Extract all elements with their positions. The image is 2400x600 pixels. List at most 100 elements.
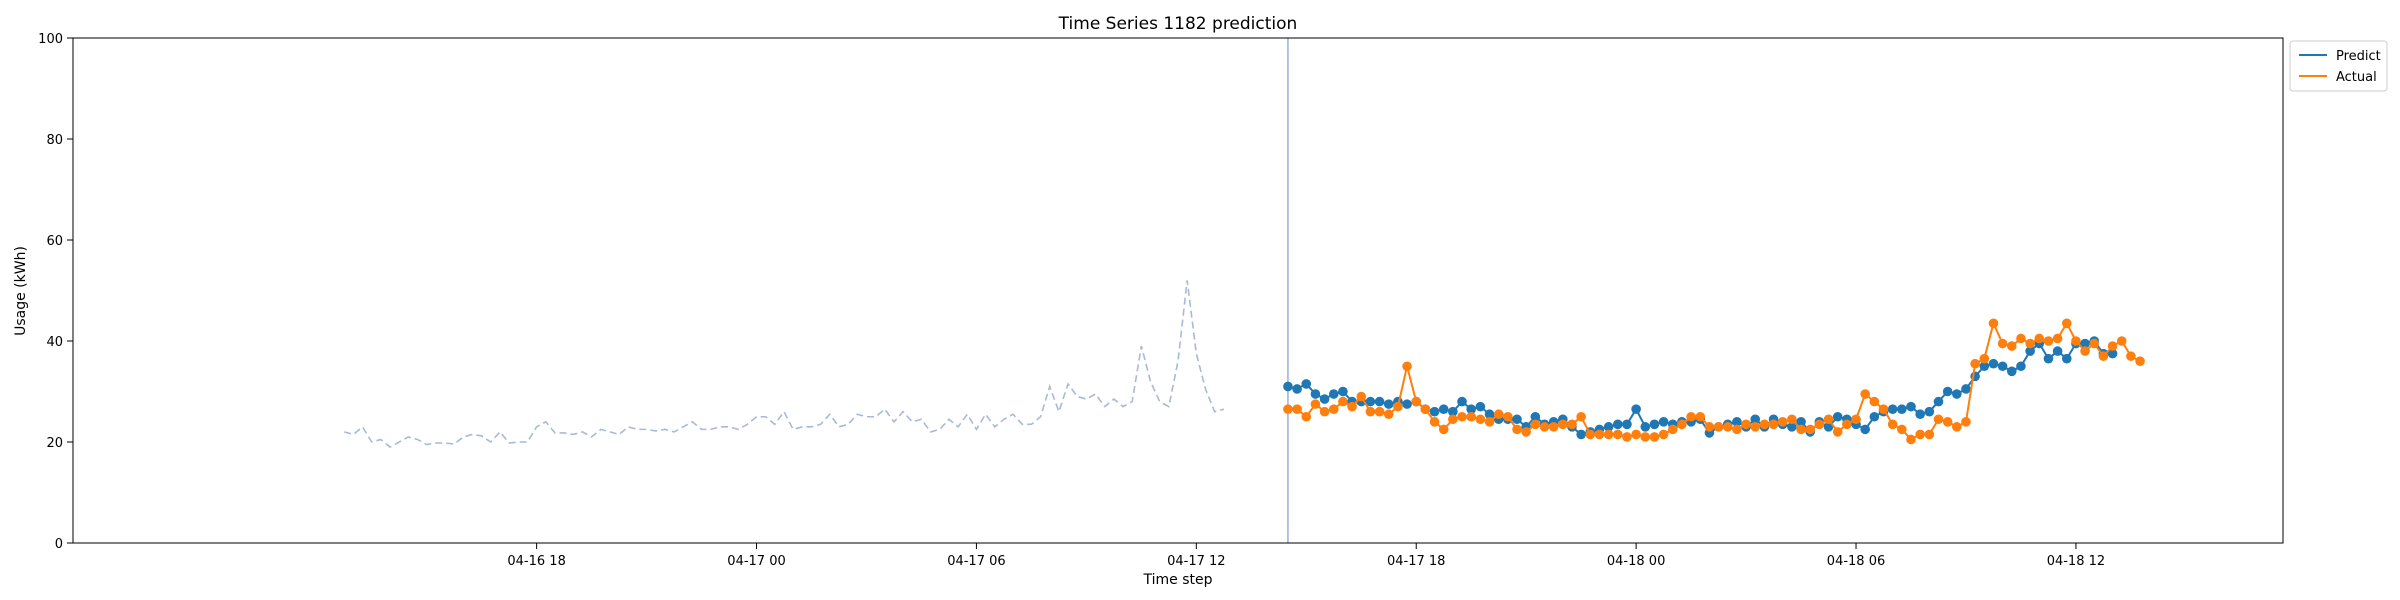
point-actual [1530, 419, 1541, 430]
point-actual [2071, 336, 2081, 346]
x-tick-label: 04-18 12 [2047, 554, 2105, 569]
point-actual [1402, 361, 1412, 372]
chart-title: Time Series 1182 prediction [1058, 14, 1298, 34]
point-actual [2135, 356, 2145, 367]
point-actual [1796, 424, 1806, 435]
point-predict [1484, 409, 1495, 420]
point-actual [1759, 419, 1770, 430]
point-actual [1567, 419, 1577, 430]
point-actual [1924, 429, 1935, 440]
point-predict [1338, 386, 1348, 397]
point-predict [1402, 399, 1412, 409]
legend-label-actual: Actual [2336, 70, 2377, 85]
point-predict [2006, 366, 2017, 377]
point-actual [1448, 414, 1458, 425]
point-actual [1457, 411, 1467, 422]
point-actual [1493, 409, 1504, 420]
point-actual [1686, 411, 1696, 422]
point-predict [1732, 417, 1742, 427]
point-actual [1906, 434, 1916, 445]
point-predict [1374, 396, 1385, 407]
point-predict [1988, 358, 1999, 369]
point-predict [1448, 406, 1458, 417]
point-actual [1338, 396, 1348, 407]
point-predict [1649, 419, 1660, 430]
point-actual [1319, 406, 1330, 417]
point-actual [2098, 351, 2109, 361]
point-predict [2107, 348, 2118, 359]
point-actual [1814, 419, 1825, 430]
point-actual [1722, 422, 1733, 432]
point-actual [1979, 353, 1990, 364]
point-predict [2025, 346, 2035, 356]
plot-area [343, 38, 2145, 543]
point-actual [1594, 429, 1605, 440]
x-tick-label: 04-17 06 [947, 554, 1005, 569]
point-actual [1667, 424, 1678, 435]
point-predict [1319, 394, 1330, 404]
point-actual [2043, 336, 2054, 346]
series-actual [1283, 318, 2145, 445]
point-predict [1429, 406, 1440, 417]
point-actual [1466, 411, 1477, 422]
x-tick-label: 04-17 18 [1387, 554, 1445, 569]
point-predict [1658, 417, 1669, 427]
point-actual [1283, 404, 1293, 414]
legend: Predict Actual [2289, 40, 2388, 92]
point-actual [2107, 341, 2118, 351]
point-predict [2016, 361, 2026, 372]
point-actual [1374, 406, 1385, 417]
point-actual [2025, 338, 2035, 349]
x-axis-title: Time step [1143, 572, 1213, 588]
point-actual [2006, 341, 2017, 351]
point-actual [1521, 427, 1531, 437]
point-predict [1997, 361, 2008, 372]
point-actual [1869, 396, 1880, 407]
point-actual [1631, 429, 1641, 440]
point-actual [1622, 432, 1632, 442]
point-actual [1915, 429, 1925, 440]
point-actual [1713, 422, 1724, 432]
point-actual [2034, 333, 2045, 344]
point-actual [1970, 358, 1980, 369]
point-actual [2080, 346, 2090, 356]
point-predict [1887, 404, 1898, 414]
point-actual [1558, 419, 1568, 430]
point-actual [1777, 417, 1788, 427]
point-predict [1603, 422, 1614, 432]
point-predict [1906, 401, 1916, 412]
y-tick-label: 20 [46, 436, 63, 451]
point-actual [1952, 422, 1962, 432]
point-actual [1603, 429, 1614, 440]
point-predict [1750, 414, 1761, 425]
axes: 0 20 40 60 80 100 04-16 18 04-17 00 04-17 06 04-1… [38, 32, 2284, 569]
point-actual [1658, 429, 1669, 440]
point-predict [1924, 406, 1935, 417]
point-actual [1420, 404, 1431, 414]
y-tick-label: 60 [46, 234, 63, 249]
y-tick-label: 100 [38, 32, 63, 47]
point-predict [1915, 409, 1925, 420]
point-actual [2089, 338, 2100, 349]
point-predict [1613, 419, 1623, 430]
point-predict [1897, 404, 1907, 414]
point-actual [2016, 333, 2026, 344]
point-predict [1869, 411, 1880, 422]
x-tick-label: 04-17 12 [1167, 554, 1225, 569]
point-actual [1741, 419, 1751, 430]
point-actual [1942, 417, 1953, 427]
point-actual [1805, 424, 1816, 435]
y-tick-label: 0 [55, 537, 63, 552]
point-predict [1301, 379, 1312, 389]
point-actual [1503, 411, 1513, 422]
y-tick-label: 80 [46, 133, 63, 148]
point-actual [1484, 417, 1495, 427]
point-predict [2061, 353, 2072, 364]
point-actual [1860, 389, 1870, 399]
point-predict [1622, 419, 1632, 430]
point-predict [1383, 399, 1394, 409]
point-predict [1832, 411, 1843, 422]
point-actual [1328, 404, 1339, 414]
point-actual [1548, 422, 1559, 432]
